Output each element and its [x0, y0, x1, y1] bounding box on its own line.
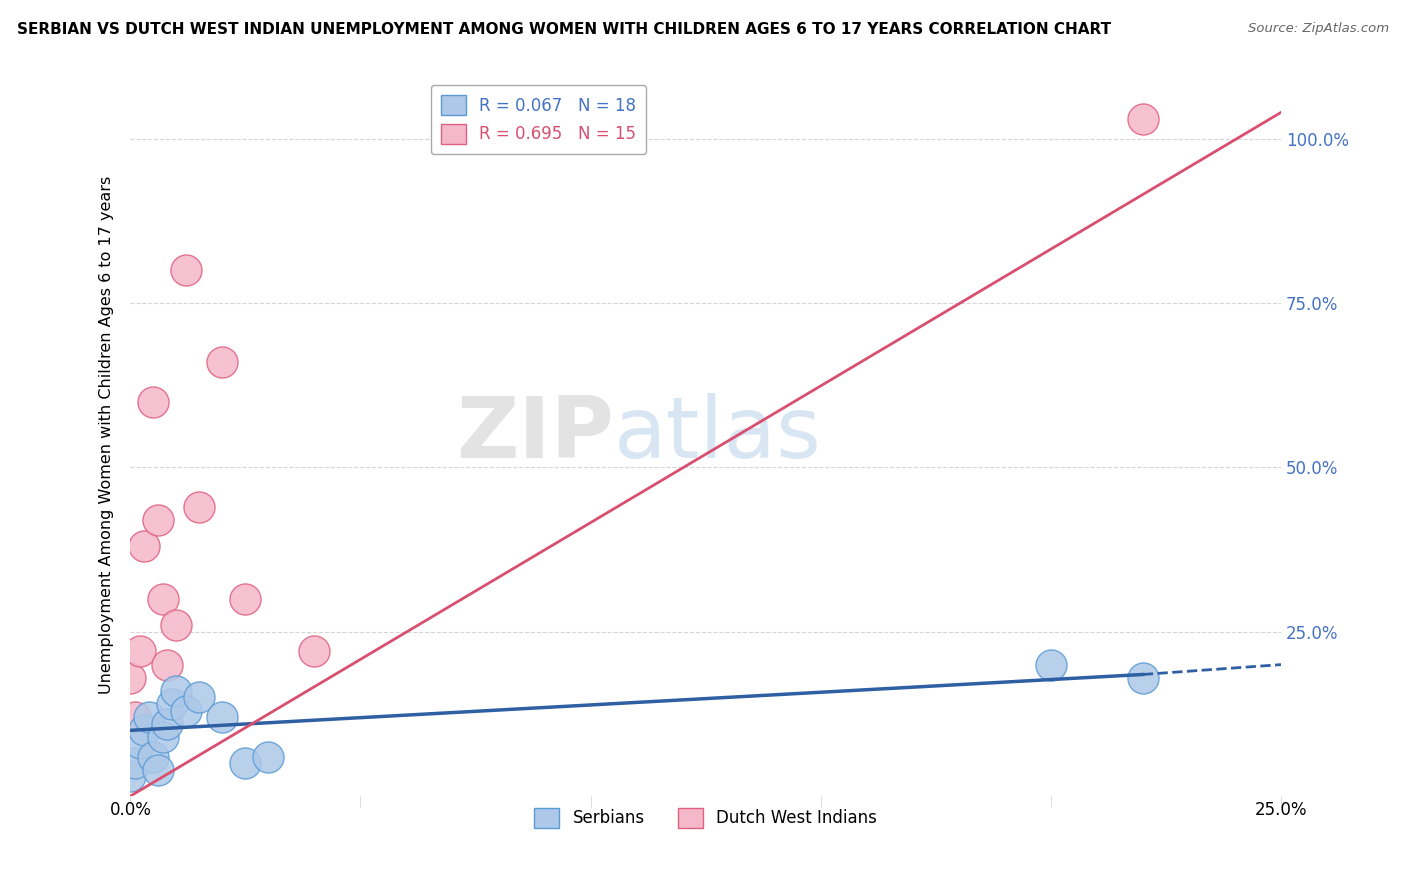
Point [165, 618, 187, 632]
Point [146, 763, 169, 777]
Point [160, 697, 183, 711]
Point [188, 690, 211, 705]
Point [142, 394, 165, 409]
Point [120, 769, 142, 783]
Point [174, 263, 197, 277]
Point [211, 710, 233, 724]
Point [146, 513, 169, 527]
Point [1039, 657, 1062, 672]
Point [304, 644, 326, 658]
Point [120, 671, 142, 685]
Point [124, 710, 146, 724]
Point [124, 756, 146, 771]
Legend: Serbians, Dutch West Indians: Serbians, Dutch West Indians [527, 801, 884, 835]
Text: SERBIAN VS DUTCH WEST INDIAN UNEMPLOYMENT AMONG WOMEN WITH CHILDREN AGES 6 TO 17: SERBIAN VS DUTCH WEST INDIAN UNEMPLOYMEN… [17, 22, 1111, 37]
Point [235, 591, 257, 606]
Point [165, 684, 187, 698]
Point [138, 710, 160, 724]
Point [128, 644, 150, 658]
Point [1132, 112, 1154, 126]
Point [134, 723, 156, 738]
Text: atlas: atlas [613, 393, 821, 476]
Point [152, 730, 174, 744]
Point [1132, 671, 1154, 685]
Point [156, 716, 179, 731]
Point [257, 749, 280, 764]
Y-axis label: Unemployment Among Women with Children Ages 6 to 17 years: Unemployment Among Women with Children A… [100, 176, 114, 694]
Point [211, 355, 233, 369]
Text: ZIP: ZIP [456, 393, 613, 476]
Text: Source: ZipAtlas.com: Source: ZipAtlas.com [1249, 22, 1389, 36]
Point [174, 704, 197, 718]
Point [188, 500, 211, 514]
Point [128, 737, 150, 751]
Point [156, 657, 179, 672]
Point [152, 591, 174, 606]
Point [142, 749, 165, 764]
Point [134, 539, 156, 553]
Point [235, 756, 257, 771]
